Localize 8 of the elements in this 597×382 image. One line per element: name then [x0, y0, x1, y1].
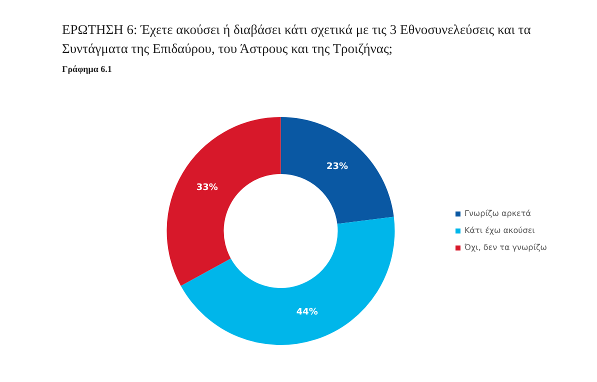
data-label: 33% [196, 182, 218, 193]
legend-label: Όχι, δεν τα γνωρίζω [463, 243, 548, 252]
legend-label: Γνωρίζω αρκετά [464, 209, 531, 218]
text: Γράφημα 6.1 [62, 64, 113, 74]
data-label: 23% [326, 162, 348, 172]
chart-title: ΕΡΩΤΗΣΗ 6: Έχετε ακούσει ή διαβάσει κάτι σχετικά με τις 3 Εθνοσυνελεύσεις και τα Συντάγματα της Επιδαύρου, του Άστρους και της Τροιζήνας; [62, 21, 532, 58]
data-label: 44% [296, 308, 318, 318]
legend-label: Κάτι έχω ακούσει [464, 226, 536, 236]
